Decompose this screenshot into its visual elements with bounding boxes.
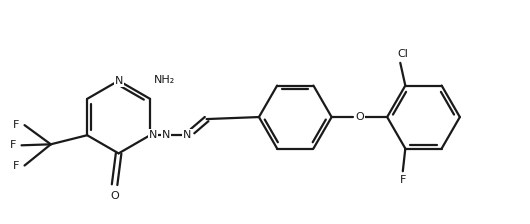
Text: N: N <box>114 76 123 86</box>
Text: N: N <box>162 130 171 140</box>
Text: F: F <box>400 175 406 185</box>
Text: F: F <box>10 140 16 150</box>
Text: N: N <box>148 130 157 140</box>
Text: F: F <box>13 161 20 170</box>
Text: NH₂: NH₂ <box>154 75 175 85</box>
Text: O: O <box>355 112 364 122</box>
Text: Cl: Cl <box>398 49 408 59</box>
Text: F: F <box>13 120 20 130</box>
Text: N: N <box>183 130 192 140</box>
Text: O: O <box>110 191 119 201</box>
